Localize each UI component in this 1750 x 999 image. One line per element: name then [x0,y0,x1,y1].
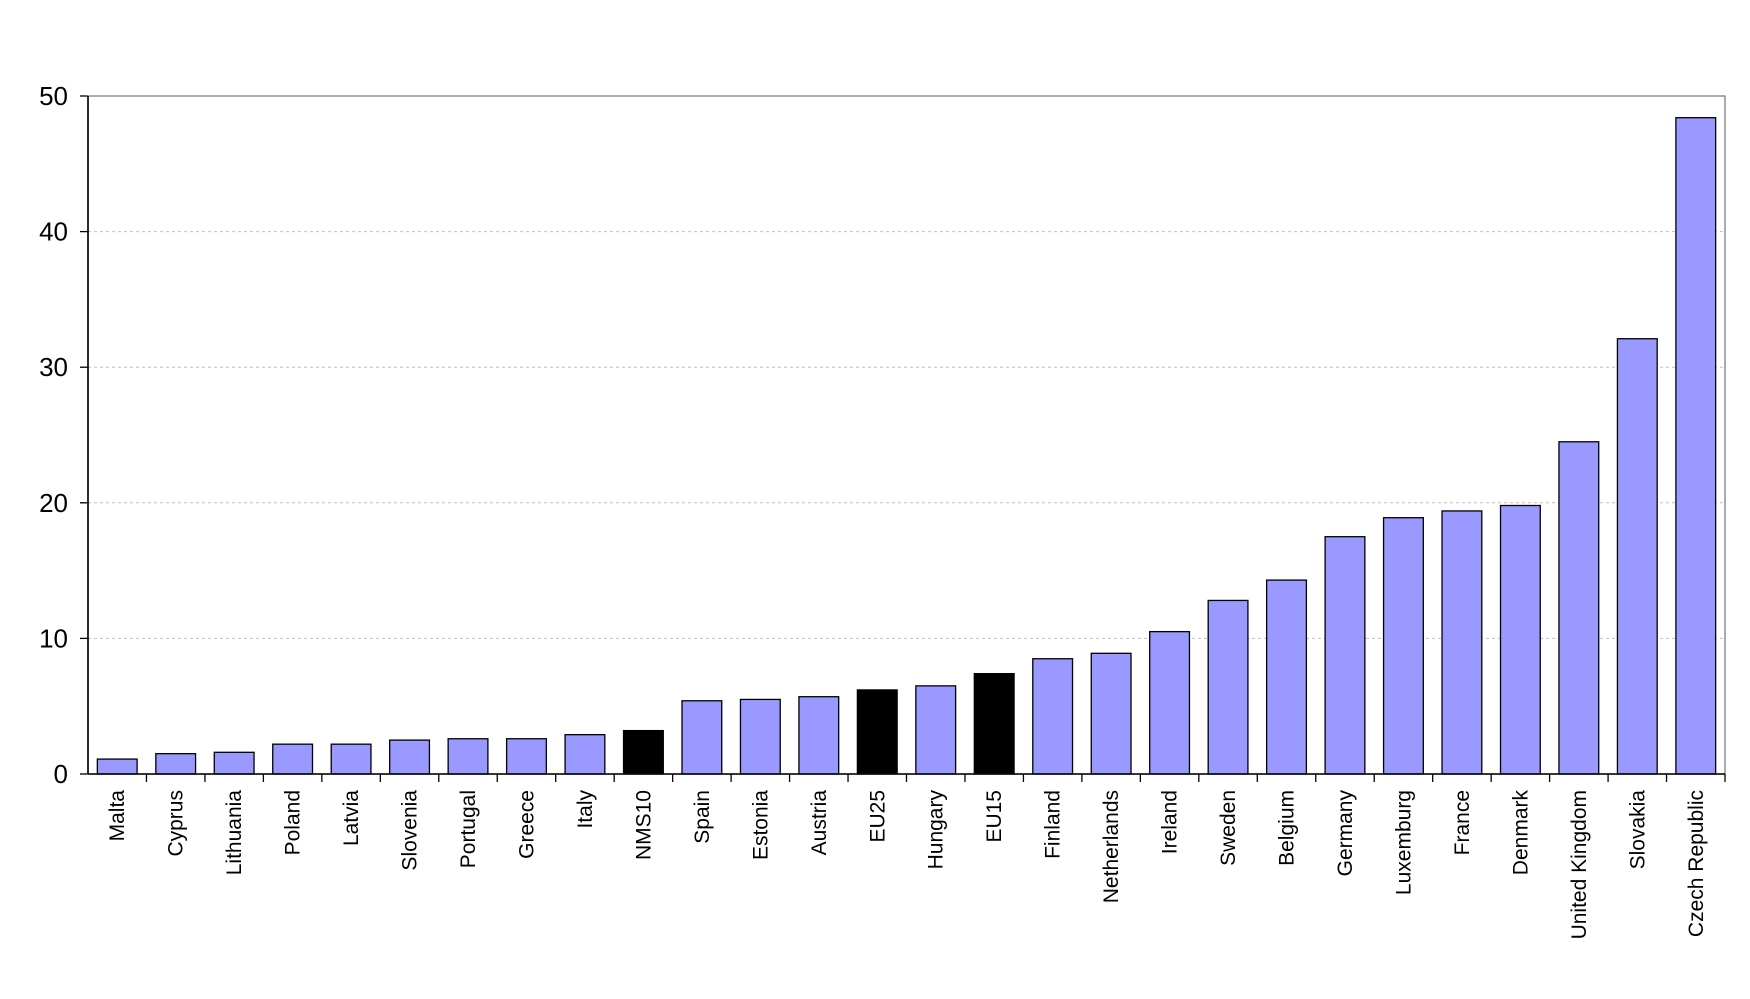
bar-latvia [330,743,372,775]
x-tick-label-italy: Italy [574,790,597,829]
x-tick-label-austria: Austria [808,790,831,856]
x-tick-label-hungary: Hungary [925,790,948,870]
x-tick-label-united-kingdom: United Kingdom [1568,790,1591,939]
bar-poland [272,743,314,775]
bar-hungary [915,685,957,775]
x-tick-label-cyprus: Cyprus [165,790,188,857]
x-tick-label-slovakia: Slovakia [1626,790,1649,870]
bar-sweden [1207,599,1249,775]
y-tick-label: 50 [39,81,68,111]
bar-netherlands [1090,652,1132,775]
x-tick-label-eu25: EU25 [866,790,889,843]
bar-estonia [739,698,781,775]
x-tick-label-spain: Spain [691,790,714,844]
x-tick-label-portugal: Portugal [457,790,480,868]
y-tick-label: 40 [39,217,68,247]
tick-labels: 0 10 20 30 40 50 Malta Cyprus Lithuania Poland Lat… [39,81,1708,939]
x-tick-label-poland: Poland [282,790,305,855]
x-tick-label-nms10: NMS10 [632,790,655,860]
y-tick-label: 20 [39,488,68,518]
bar-greece [505,738,548,775]
x-tick-label-sweden: Sweden [1217,790,1240,866]
x-tick-label-greece: Greece [515,790,538,859]
y-tick-label: 30 [39,352,68,382]
bar-portugal [447,738,489,775]
x-tick-label-france: France [1451,790,1474,855]
bar-spain [681,700,723,775]
bar-ireland [1149,630,1191,775]
x-tick-label-belgium: Belgium [1276,790,1299,866]
bars [96,117,1717,775]
x-tick-label-luxemburg: Luxemburg [1392,790,1415,895]
bar-luxemburg [1382,517,1424,775]
x-tick-label-eu15: EU15 [983,790,1006,843]
x-tick-label-slovenia: Slovenia [399,790,422,871]
bar-germany [1324,536,1366,775]
x-tick-label-estonia: Estonia [749,790,772,860]
bar-austria [798,696,840,775]
x-tick-label-netherlands: Netherlands [1100,790,1123,903]
bar-united-kingdom [1558,441,1600,775]
bar-czech-republic [1675,117,1717,775]
bar-belgium [1265,579,1308,775]
bar-malta [96,758,138,775]
y-tick-label: 0 [54,759,68,789]
bar-eu15 [973,673,1015,775]
bar-france [1441,510,1483,775]
x-tick-label-malta: Malta [106,790,129,842]
x-tick-label-ireland: Ireland [1159,790,1182,854]
x-tick-label-latvia: Latvia [340,790,363,846]
bar-finland [1032,658,1074,775]
x-tick-label-germany: Germany [1334,790,1357,877]
axes [80,95,1726,782]
bar-slovenia [389,739,431,775]
x-tick-label-czech-republic: Czech Republic [1685,790,1708,937]
bar-lithuania [213,751,255,775]
y-tick-label: 10 [39,623,68,653]
x-tick-label-lithuania: Lithuania [223,790,246,876]
x-tick-label-denmark: Denmark [1509,790,1532,876]
x-tick-label-finland: Finland [1042,790,1065,859]
bar-slovakia [1616,338,1658,775]
bar-nms10 [622,729,664,775]
bar-cyprus [155,753,197,775]
bar-italy [564,734,606,775]
bar-eu25 [856,689,898,775]
bar-denmark [1499,504,1541,775]
